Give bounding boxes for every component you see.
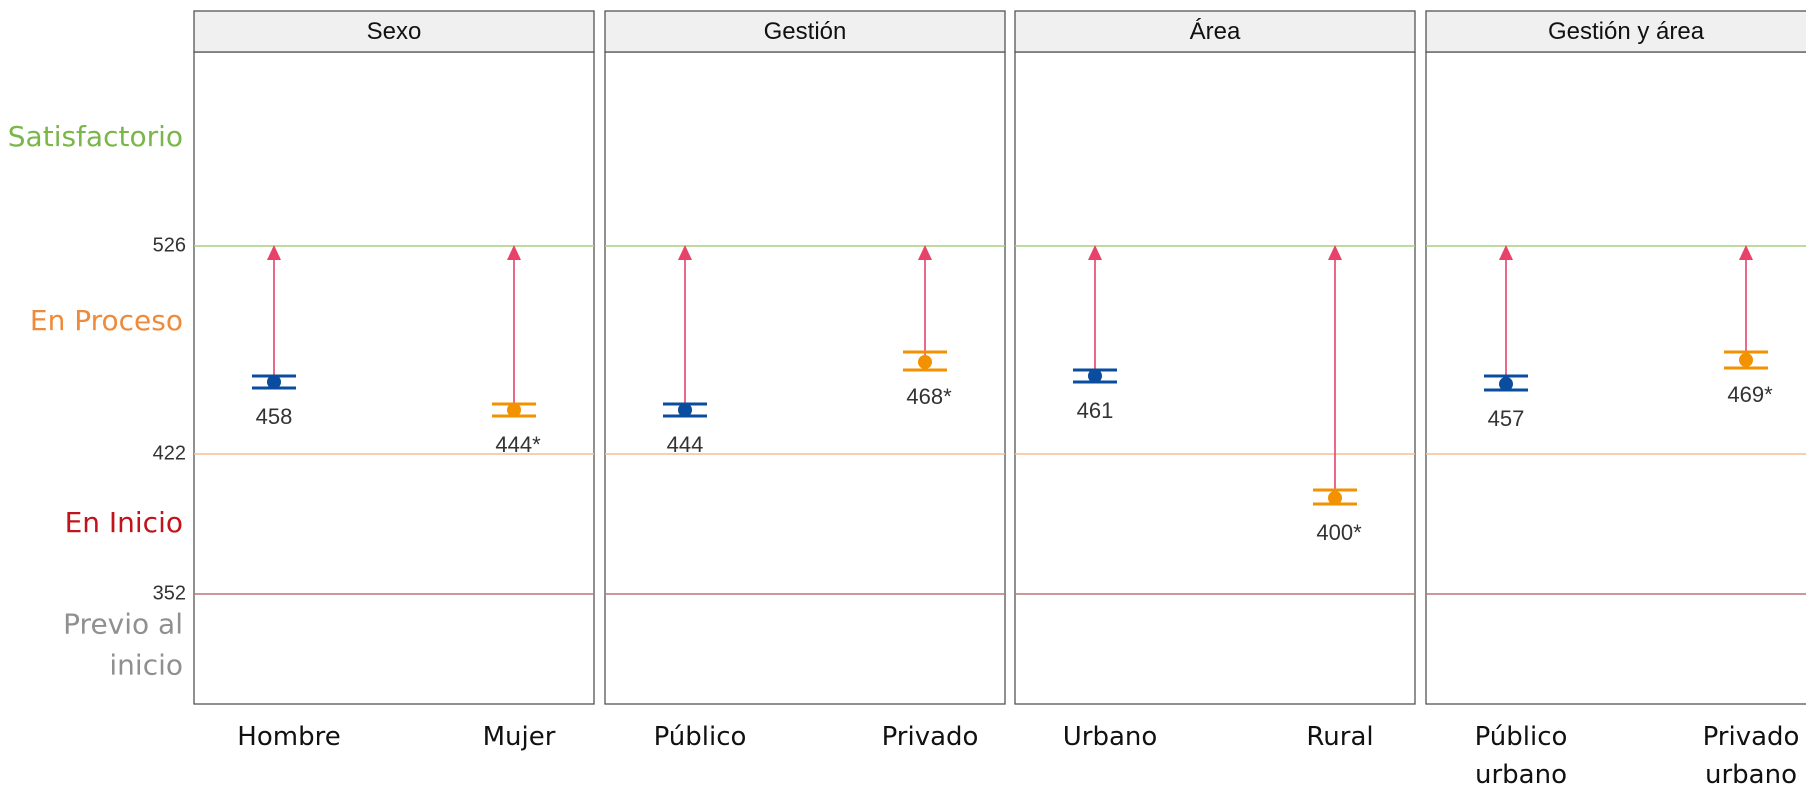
panel-strip [604, 10, 1006, 53]
panel-title: Sexo [367, 18, 422, 45]
category-label-line: Privado [1703, 722, 1800, 752]
panel-frame [1425, 51, 1806, 705]
y-tick-label-352: 352 [153, 582, 186, 604]
level-label-line: Satisfactorio [8, 120, 183, 153]
panel-strip [193, 10, 595, 53]
panel-strip [1425, 10, 1806, 53]
value-label: 469* [1727, 382, 1773, 407]
value-label: 444* [495, 432, 541, 457]
value-label: 400* [1316, 520, 1362, 545]
gap-arrow-head [918, 245, 932, 260]
category-label-line: Público [1475, 722, 1568, 752]
gap-arrow-head [678, 245, 692, 260]
value-label: 458 [256, 404, 293, 429]
category-label: Urbano [1063, 722, 1158, 752]
panel-strip [1014, 10, 1416, 53]
category-label-line: Urbano [1063, 722, 1158, 752]
panel-1: Gestión 444 Público 468* Privado [604, 10, 1006, 752]
mean-point [1088, 369, 1102, 383]
category-label: Privado urbano [1703, 722, 1800, 788]
category-label-line: urbano [1475, 760, 1567, 788]
y-tick-label-526: 526 [153, 234, 186, 256]
mean-point [1739, 353, 1753, 367]
gap-arrow-head [1499, 245, 1513, 260]
category-label-line: Hombre [237, 722, 340, 752]
level-label-line: Previo al [63, 608, 183, 641]
mean-point [678, 403, 692, 417]
panel-2: Área 461 Urbano 400* Rural [1014, 10, 1416, 752]
gap-arrow-head [267, 245, 281, 260]
category-label: Privado [882, 722, 979, 752]
gap-arrow-head [507, 245, 521, 260]
value-label: 461 [1077, 398, 1114, 423]
category-label: Público [654, 722, 747, 752]
value-label: 468* [906, 384, 952, 409]
gap-arrow-head [1739, 245, 1753, 260]
mean-point [267, 375, 281, 389]
category-label: Rural [1306, 722, 1373, 752]
category-label-line: Privado [882, 722, 979, 752]
category-label-line: urbano [1705, 760, 1797, 788]
level-label-1: En Proceso [30, 304, 183, 337]
category-label-line: Mujer [483, 722, 556, 752]
category-label: Mujer [483, 722, 556, 752]
mean-point [507, 403, 521, 417]
panel-0: Sexo 458 Hombre 444* Mujer [193, 10, 595, 752]
value-label: 457 [1488, 406, 1525, 431]
panel-3: Gestión y área 457 Público urbano 469* Privad… [1425, 10, 1806, 788]
level-label-line: En Inicio [65, 506, 183, 539]
mean-point [1499, 377, 1513, 391]
gap-arrow-head [1088, 245, 1102, 260]
level-label-2: En Inicio [65, 506, 183, 539]
category-label-line: Público [654, 722, 747, 752]
y-tick-label-422: 422 [153, 442, 186, 464]
level-label-0: Satisfactorio [8, 120, 183, 153]
panel-frame [193, 51, 595, 705]
category-label-line: Rural [1306, 722, 1373, 752]
value-label: 444 [667, 432, 704, 457]
panel-frame [604, 51, 1006, 705]
mean-point [918, 355, 932, 369]
gap-arrow-head [1328, 245, 1342, 260]
category-label: Público urbano [1475, 722, 1568, 788]
panel-title: Gestión y área [1548, 18, 1705, 45]
panel-title: Gestión [764, 18, 847, 45]
panel-frame [1014, 51, 1416, 705]
mean-point [1328, 491, 1342, 505]
panel-title: Área [1190, 18, 1241, 45]
level-label-line: inicio [109, 649, 183, 682]
level-label-3: Previo al inicio [63, 608, 183, 682]
level-label-line: En Proceso [30, 304, 183, 337]
category-label: Hombre [237, 722, 340, 752]
